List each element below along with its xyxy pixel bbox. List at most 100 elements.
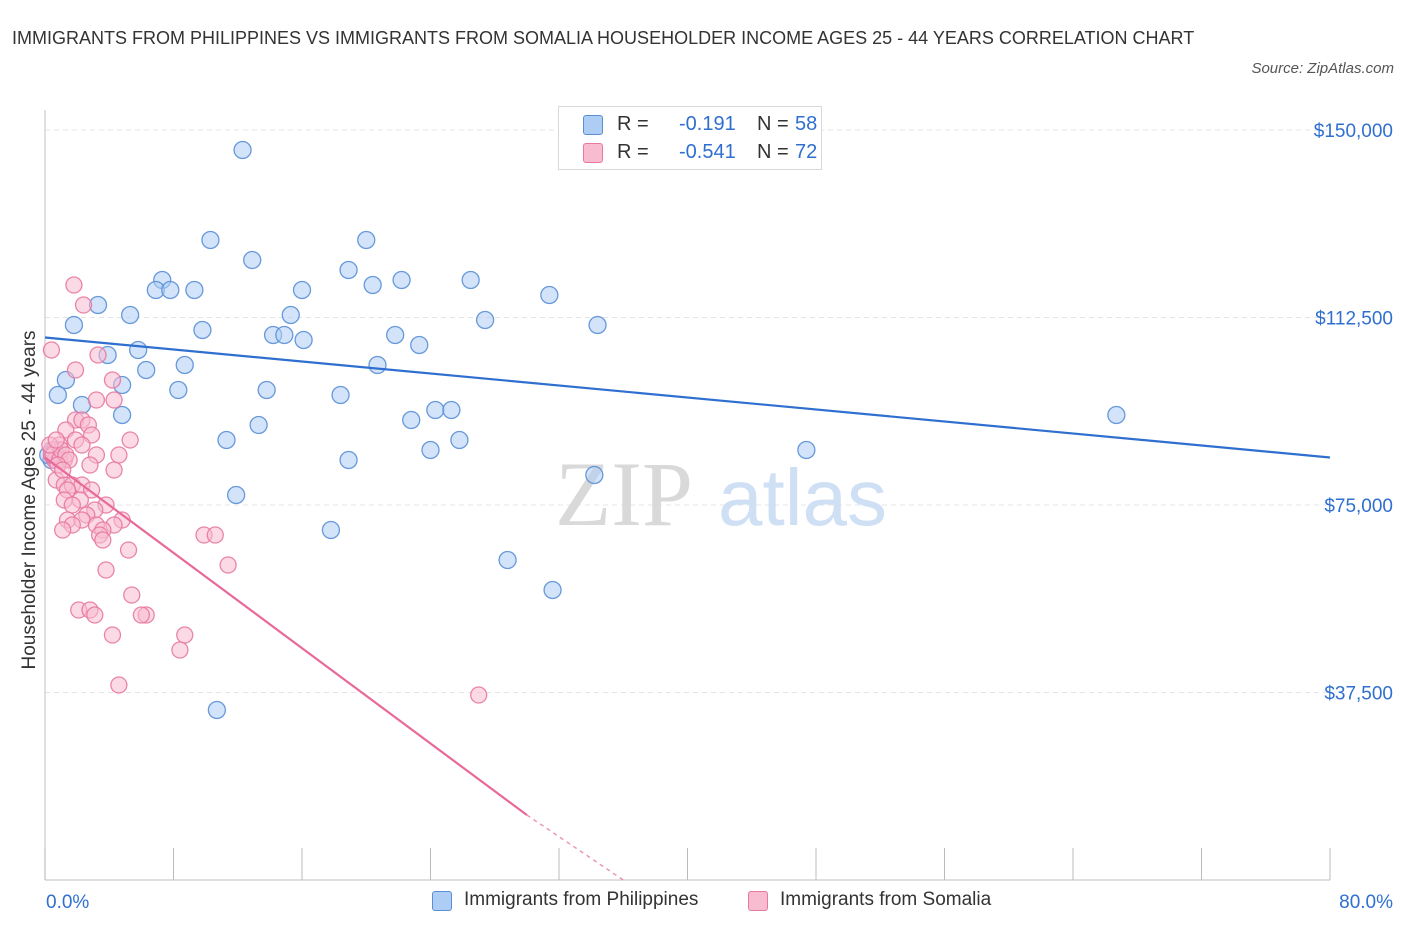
philippines-point: [175, 355, 194, 375]
legend-n-value: 58: [795, 113, 818, 135]
philippines-point: [357, 230, 376, 250]
somalia-point: [123, 586, 141, 604]
philippines-point: [363, 275, 382, 295]
points-layer: [39, 140, 1126, 720]
somalia-point: [103, 626, 122, 644]
chart-title: IMMIGRANTS FROM PHILIPPINES VS IMMIGRANT…: [12, 28, 1195, 48]
philippines-point: [421, 440, 440, 460]
y-tick-label: $150,000: [1314, 121, 1393, 142]
philippines-point: [543, 580, 562, 600]
y-tick-label: $37,500: [1324, 684, 1393, 705]
philippines-point: [386, 325, 405, 345]
watermark: ZIP atlas: [555, 443, 887, 545]
philippines-point: [64, 315, 84, 335]
somalia-trend-extension: [526, 814, 624, 881]
philippines-point: [217, 430, 236, 450]
philippines-point: [169, 380, 188, 400]
bottom-legend-label-philippines: Immigrants from Philippines: [464, 889, 699, 910]
somalia-point: [89, 346, 107, 364]
somalia-point: [132, 606, 151, 624]
philippines-point: [129, 340, 148, 360]
philippines-point: [233, 140, 252, 160]
legend-n-label: N =: [757, 141, 789, 163]
somalia-point: [103, 371, 122, 389]
philippines-point: [257, 380, 276, 400]
philippines-point: [392, 270, 411, 290]
y-axis-label: Householder Income Ages 25 - 44 years: [19, 330, 40, 669]
somalia-point: [66, 361, 85, 379]
philippines-point: [249, 415, 268, 435]
philippines-point: [137, 360, 156, 380]
philippines-point: [339, 260, 358, 280]
philippines-point: [402, 410, 421, 430]
philippines-point: [281, 305, 300, 325]
somalia-point: [176, 626, 194, 644]
philippines-point: [292, 280, 312, 300]
philippines-point: [207, 700, 227, 720]
philippines-point: [368, 355, 387, 375]
somalia-point: [110, 446, 128, 464]
philippines-point: [426, 400, 445, 420]
philippines-point: [410, 335, 429, 355]
philippines-point: [161, 280, 180, 300]
legend-r-value: -0.191: [679, 113, 736, 135]
somalia-point: [63, 496, 81, 514]
y-tick-label: $75,000: [1324, 496, 1393, 517]
philippines-point: [797, 440, 816, 460]
somalia-point: [54, 521, 72, 539]
x-tick-label-min: 0.0%: [46, 892, 89, 913]
somalia-point: [94, 531, 112, 549]
legend-box: R = -0.191 N = 58 R = -0.541 N = 72: [558, 106, 822, 170]
bottom-legend-swatch-somalia: [748, 891, 768, 911]
y-tick-label: $112,500: [1315, 309, 1393, 330]
trend-layer: [44, 336, 1331, 881]
bottom-legend-label-somalia: Immigrants from Somalia: [780, 889, 992, 910]
philippines-point: [339, 450, 358, 470]
somalia-point: [105, 461, 123, 479]
somalia-point: [47, 431, 65, 449]
philippines-point: [461, 270, 480, 290]
somalia-point: [81, 456, 99, 474]
philippines-point: [450, 430, 469, 450]
philippines-trend-line: [44, 336, 1331, 459]
somalia-point: [42, 341, 61, 359]
philippines-point: [48, 385, 67, 405]
philippines-point: [185, 280, 204, 300]
philippines-point: [120, 305, 140, 325]
philippines-point: [294, 330, 313, 350]
somalia-point: [73, 436, 91, 454]
philippines-point: [226, 485, 246, 505]
somalia-point: [65, 276, 83, 294]
watermark-zip: ZIP: [555, 443, 693, 545]
somalia-point: [121, 431, 139, 449]
label-layer: $37,500 $75,000 $112,500 $150,000 0.0% 80.0% H…: [19, 121, 1393, 913]
legend-n-value: 72: [795, 141, 818, 163]
philippines-point: [1107, 405, 1126, 425]
philippines-point: [243, 250, 262, 270]
somalia-point: [86, 606, 104, 624]
philippines-point: [331, 385, 350, 405]
legend-r-label: R =: [617, 141, 649, 163]
philippines-point: [540, 285, 559, 305]
somalia-point: [119, 541, 138, 559]
philippines-point: [498, 550, 517, 570]
somalia-point: [219, 556, 237, 574]
legend-swatch-somalia: [583, 143, 603, 163]
somalia-point: [97, 561, 115, 579]
legend-n-label: N =: [757, 113, 789, 135]
legend-swatch-philippines: [583, 115, 603, 135]
philippines-point: [588, 315, 607, 335]
axis-layer: [44, 110, 1331, 881]
source-label: Source: ZipAtlas.com: [1251, 60, 1394, 77]
somalia-point: [470, 686, 488, 704]
legend-r-value: -0.541: [679, 141, 736, 163]
legend-r-label: R =: [617, 113, 649, 135]
x-tick-label-max: 80.0%: [1339, 892, 1393, 913]
somalia-point: [105, 391, 123, 409]
philippines-point: [112, 405, 132, 425]
somalia-trend-line: [44, 456, 528, 816]
bottom-legend-swatch-philippines: [432, 891, 452, 911]
somalia-point: [74, 296, 93, 314]
philippines-point: [475, 310, 495, 330]
